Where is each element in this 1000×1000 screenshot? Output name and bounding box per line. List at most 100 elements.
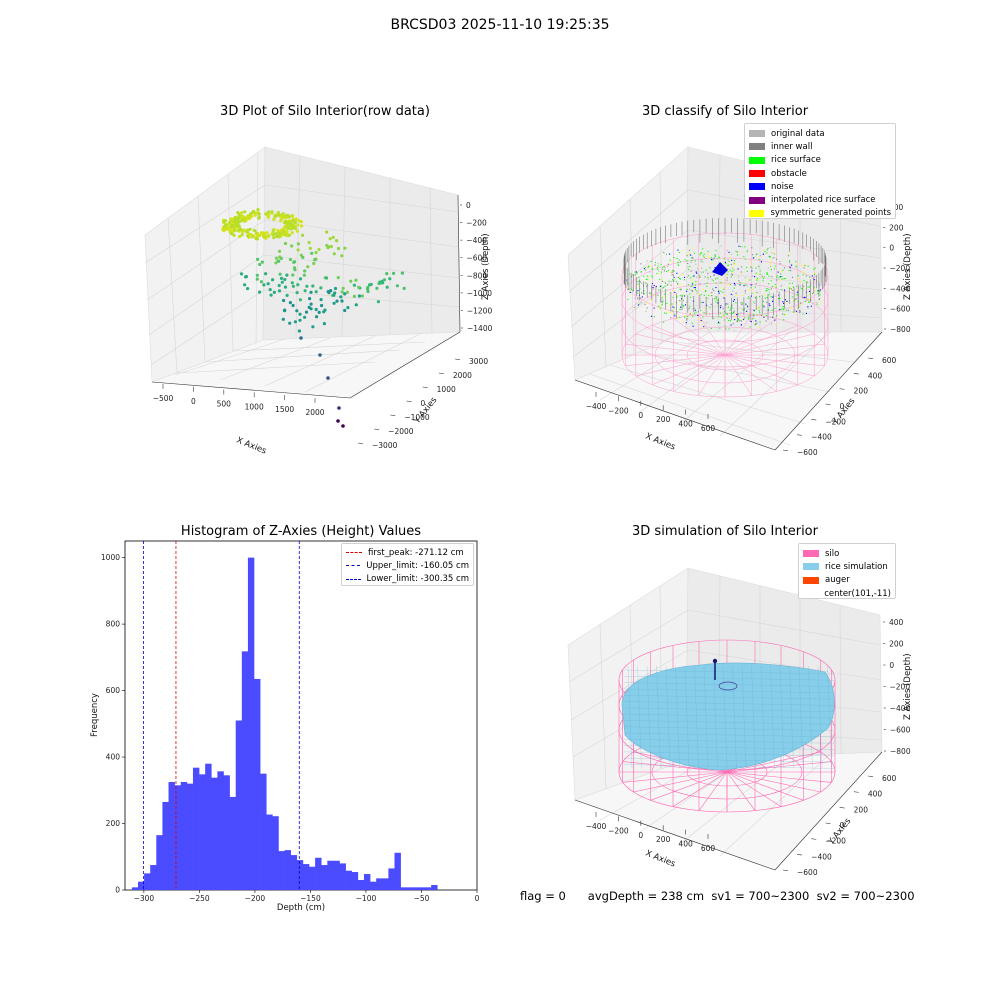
plot2-point [751,288,753,290]
plot2-point [739,251,741,253]
plot4-mesh-line [665,665,671,769]
plot1-point [336,276,340,280]
plot2-point [767,309,769,311]
plot2-point [702,271,704,273]
plot1-point [385,272,389,276]
plot2-point [680,306,682,308]
plot2-point [805,291,807,293]
plot1-point [264,272,268,276]
plot1-point [229,223,234,228]
plot2-point [692,315,694,317]
plot2-point [673,276,675,278]
plot2-y-tick-mark [797,434,803,436]
plot2-point [821,284,823,286]
plot2-point [789,261,791,263]
plot2-point [762,315,764,317]
plot2-point [721,287,723,289]
plot2-point [780,308,782,310]
plot2-point [818,286,820,288]
plot2-point [643,290,645,292]
plot2-point [672,276,674,278]
plot2-point [759,273,761,275]
plot2-point [755,297,757,299]
plot2-point [759,270,761,272]
plot2-point [645,269,647,271]
plot2-point [768,291,770,293]
plot2-point [815,290,817,292]
plot2-point [766,249,768,251]
plot2-point [643,268,645,270]
plot2-point [736,320,738,322]
histogram-bar [131,887,139,890]
plot3-x-tick-label: −200 [245,894,266,903]
plot3-y-label: Frequency [90,693,100,737]
plot2-point [766,290,768,292]
plot2-point [771,285,773,287]
plot1-point [253,213,257,217]
plot2-point [647,279,649,281]
plot2-point [699,276,701,278]
plot1-point [296,242,300,246]
plot2-point [671,261,673,263]
legend-label: center(101,-11) [824,588,891,599]
plot2-point [718,256,720,258]
plot2-point [781,278,783,280]
plot2-point [747,277,749,279]
plot2-point [707,298,709,300]
plot1-point [283,309,287,313]
plot1-point [290,244,294,248]
plot1-axis-lines [151,194,461,399]
plot4-silo-spoke [726,761,832,773]
histogram-bar [376,878,383,890]
plot2-point [689,265,691,267]
plot4-silo-spoke [698,771,728,811]
legend-swatch [749,143,765,151]
plot2-point [709,267,711,269]
plot2-point [740,312,742,314]
plot2-point [692,279,694,281]
plot1-z-label: Z Axies (Depth) [481,233,491,300]
plot2-point [660,285,662,287]
plot2-point [702,248,704,250]
plot2-point [692,282,694,284]
plot2-point [640,271,642,273]
plot2-point [635,274,637,276]
plot2-point [775,316,777,318]
plot2-point [661,299,663,301]
plot2-point [690,277,692,279]
plot1-point [352,283,356,287]
plot2-point [703,312,705,314]
plot2-point [680,289,682,291]
plot2-point [795,310,797,312]
plot2-point [783,319,785,321]
plot2-point [682,305,684,307]
plot4-silo-spoke [726,771,804,801]
plot2-point [661,301,663,303]
plot1-point [266,282,270,286]
plot2-point [758,259,760,261]
plot2-point [661,297,663,299]
plot1-point [402,286,406,290]
plot2-point [789,282,791,284]
plot2-point [649,292,651,294]
plot3-x-tick-label: −50 [414,894,430,903]
plot4-mesh-line [760,665,766,769]
plot2-point [740,324,742,326]
plot2-point [770,260,772,262]
plot2-point [687,266,689,268]
plot1-point [239,211,243,215]
plot2-point [807,307,809,309]
plot2-point [664,266,666,268]
plot2-point [723,288,725,290]
plot2-point [779,297,781,299]
plot2-point [745,303,747,305]
plot2-point [750,295,752,297]
plot2-point [694,284,696,286]
plot2-point [733,287,735,289]
plot2-point [691,260,693,262]
plot2-point [759,321,761,323]
plot2-point [774,286,776,288]
plot2-point [773,257,775,259]
plot2-point [652,276,654,278]
histogram-bar [254,678,261,890]
